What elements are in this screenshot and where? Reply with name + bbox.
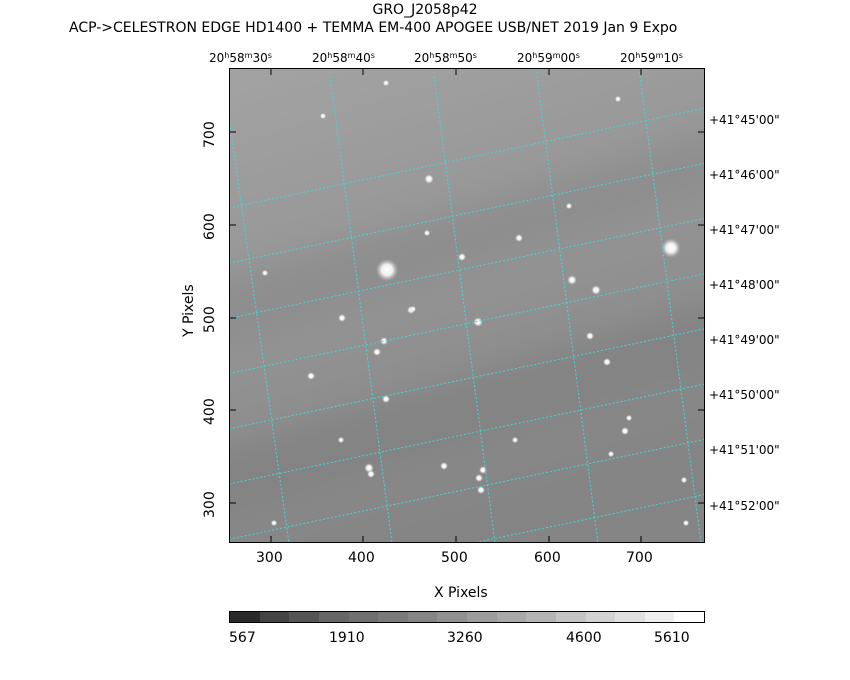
y-tick-400: 400 (202, 398, 218, 425)
ra-label-3: 20h58m50s (414, 51, 477, 65)
star (424, 174, 434, 184)
star (382, 395, 390, 403)
star (375, 258, 399, 282)
x-tick-500: 500 (441, 550, 468, 566)
star (603, 358, 611, 366)
star (270, 519, 278, 527)
dec-grid-line (229, 383, 705, 485)
dec-label-8: +41°52'00" (709, 499, 780, 513)
y-tick-500: 500 (202, 306, 218, 333)
x-tick-600: 600 (534, 550, 561, 566)
star (319, 112, 327, 120)
dec-label-1: +41°45'00" (709, 113, 780, 127)
colorbar-swatch (496, 612, 527, 622)
y-axis-label: Y Pixels (181, 284, 197, 337)
star (307, 372, 315, 380)
colorbar-swatch (615, 612, 645, 622)
star (423, 229, 431, 237)
star (458, 253, 466, 261)
x-tick-700: 700 (626, 550, 653, 566)
colorbar-swatch (555, 612, 586, 622)
colorbar-swatch (348, 612, 379, 622)
star (511, 436, 519, 444)
dec-grid-line (229, 273, 705, 375)
star (382, 79, 390, 87)
wcs-grid (229, 68, 705, 543)
colorbar-label-5: 5610 (654, 630, 690, 646)
dec-grid-line (229, 438, 705, 540)
star (680, 476, 688, 484)
stars-layer (261, 79, 690, 527)
star (661, 238, 681, 258)
colorbar-swatch (526, 612, 556, 622)
star (380, 337, 388, 345)
x-axis-label: X Pixels (434, 585, 488, 601)
ra-label-2: 20h58m40s (312, 51, 375, 65)
colorbar-swatch (674, 612, 704, 622)
colorbar-swatch (259, 612, 290, 622)
image-title: GRO_J2058p42 (372, 2, 478, 18)
star (477, 486, 485, 494)
star (607, 450, 615, 458)
ra-label-5: 20h59m10s (620, 51, 683, 65)
colorbar-swatch (230, 612, 260, 622)
star (373, 348, 381, 356)
star (515, 234, 523, 242)
dec-label-4: +41°48'00" (709, 278, 780, 292)
star (625, 414, 633, 422)
dec-grid-line (229, 217, 705, 319)
colorbar (229, 611, 705, 623)
ra-label-4: 20h59m00s (517, 51, 580, 65)
star (409, 305, 417, 313)
dec-label-5: +41°49'00" (709, 333, 780, 347)
star (567, 275, 577, 285)
colorbar-swatch (378, 612, 408, 622)
star (261, 269, 269, 277)
sky-image-panel (229, 68, 705, 543)
star (367, 470, 375, 478)
dec-label-2: +41°46'00" (709, 168, 780, 182)
dec-grid-line (229, 328, 705, 430)
colorbar-swatch (437, 612, 467, 622)
star (682, 519, 690, 527)
ra-label-1: 20h58m30s (209, 51, 272, 65)
colorbar-swatch (407, 612, 438, 622)
star (591, 285, 601, 295)
y-tick-300: 300 (202, 491, 218, 518)
star (479, 466, 487, 474)
x-tick-300: 300 (256, 550, 283, 566)
star (440, 462, 448, 470)
image-subtitle: ACP->CELESTRON EDGE HD1400 + TEMMA EM-40… (69, 20, 678, 36)
dec-label-3: +41°47'00" (709, 223, 780, 237)
colorbar-label-2: 1910 (329, 630, 365, 646)
dec-label-7: +41°51'00" (709, 443, 780, 457)
star (586, 332, 594, 340)
colorbar-swatch (467, 612, 497, 622)
dec-grid-line (229, 107, 705, 209)
star (338, 314, 346, 322)
colorbar-swatch (318, 612, 349, 622)
colorbar-swatch (585, 612, 616, 622)
star (475, 474, 483, 482)
star (473, 317, 483, 327)
colorbar-swatch (644, 612, 675, 622)
star (614, 95, 622, 103)
colorbar-label-4: 4600 (566, 630, 602, 646)
dec-label-6: +41°50'00" (709, 388, 780, 402)
x-tick-400: 400 (348, 550, 375, 566)
star (337, 436, 345, 444)
y-tick-600: 600 (202, 213, 218, 240)
dec-grid-line (471, 493, 705, 543)
colorbar-label-1: 567 (229, 630, 256, 646)
dec-grid-line (229, 162, 705, 264)
colorbar-label-3: 3260 (447, 630, 483, 646)
star (621, 427, 629, 435)
star (565, 202, 573, 210)
y-tick-700: 700 (202, 121, 218, 148)
axis-ticks (229, 68, 705, 543)
colorbar-swatch (289, 612, 319, 622)
